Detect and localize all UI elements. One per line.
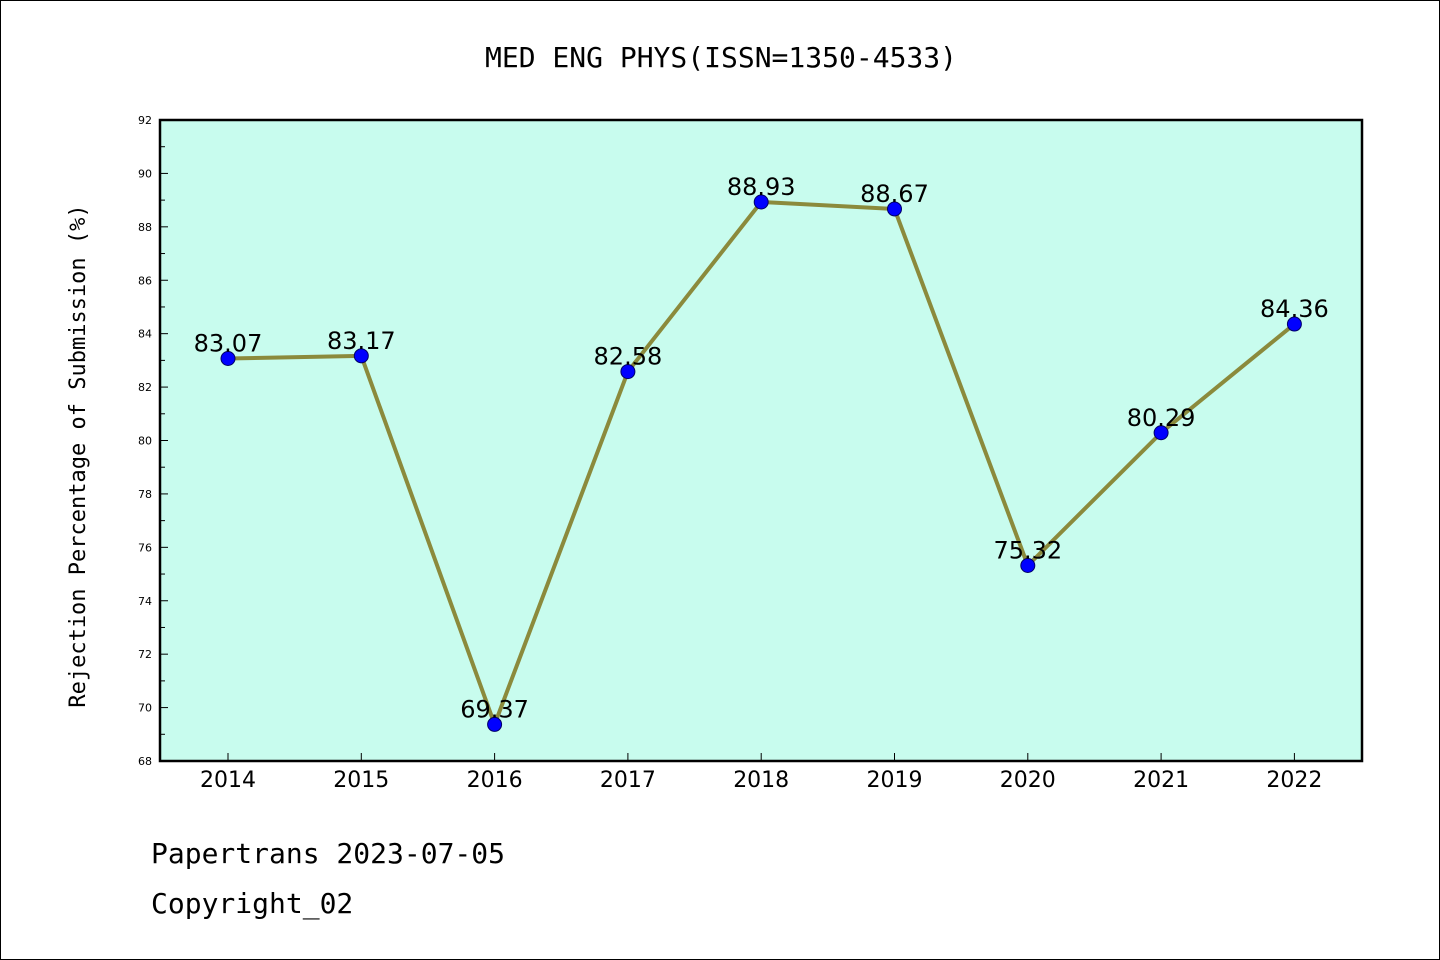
data-label: 69.37: [460, 695, 529, 723]
y-tick-label: 90: [138, 167, 152, 180]
x-tick-label: 2020: [1000, 768, 1056, 793]
y-tick-label: 72: [138, 648, 152, 661]
y-tick-label: 70: [138, 702, 152, 715]
data-point: [620, 364, 636, 380]
footer-date: Papertrans 2023-07-05: [151, 837, 506, 870]
chart-title: MED ENG PHYS(ISSN=1350-4533): [485, 41, 957, 74]
y-axis-label: Rejection Percentage of Submission (%): [66, 204, 91, 707]
data-point: [220, 351, 236, 367]
y-tick-label: 68: [138, 755, 152, 768]
data-point: [1020, 557, 1036, 573]
y-tick-label: 92: [138, 114, 152, 127]
data-label: 84.36: [1260, 295, 1329, 323]
x-tick-label: 2017: [600, 768, 656, 793]
data-point: [1286, 316, 1302, 332]
y-tick-label: 82: [138, 381, 152, 394]
plot-area: [160, 120, 1362, 761]
data-label: 80.29: [1127, 404, 1196, 432]
footer-copyright: Copyright_02: [151, 887, 354, 920]
data-label: 75.32: [993, 536, 1062, 564]
data-point: [753, 194, 769, 210]
y-tick-label: 80: [138, 435, 152, 448]
y-tick-label: 76: [138, 541, 152, 554]
y-tick-label: 88: [138, 221, 152, 234]
data-point: [1153, 425, 1169, 441]
data-markers: [220, 194, 1302, 732]
y-tick-label: 74: [138, 595, 152, 608]
y-tick-label: 86: [138, 274, 152, 287]
x-tick-label: 2019: [867, 768, 923, 793]
x-tick-label: 2018: [733, 768, 789, 793]
y-tick-label: 78: [138, 488, 152, 501]
data-label: 82.58: [594, 343, 663, 371]
y-tick-label: 84: [138, 328, 152, 341]
x-tick-label: 2022: [1266, 768, 1322, 793]
y-axis-ticks: 68 70 72 74 76 78 80 82 84 86 88 90 92: [138, 114, 168, 768]
data-label: 88.67: [860, 180, 929, 208]
data-point: [487, 716, 503, 732]
x-tick-label: 2015: [333, 768, 389, 793]
x-tick-label: 2021: [1133, 768, 1189, 793]
data-label: 83.07: [194, 330, 263, 358]
data-labels: 83.07 83.17 69.37 82.58 88.93 88.67 75.32 80.29…: [194, 173, 1329, 723]
x-tick-label: 2016: [467, 768, 523, 793]
data-point: [353, 348, 369, 364]
data-label: 83.17: [327, 327, 396, 355]
data-point: [887, 201, 902, 217]
plot-frame: [158, 118, 1364, 763]
x-axis-ticks: 2014 2015 2016 2017 2018 2019 2020 2021 2022: [200, 753, 1322, 793]
x-tick-label: 2014: [200, 768, 256, 793]
data-label: 88.93: [727, 173, 796, 201]
